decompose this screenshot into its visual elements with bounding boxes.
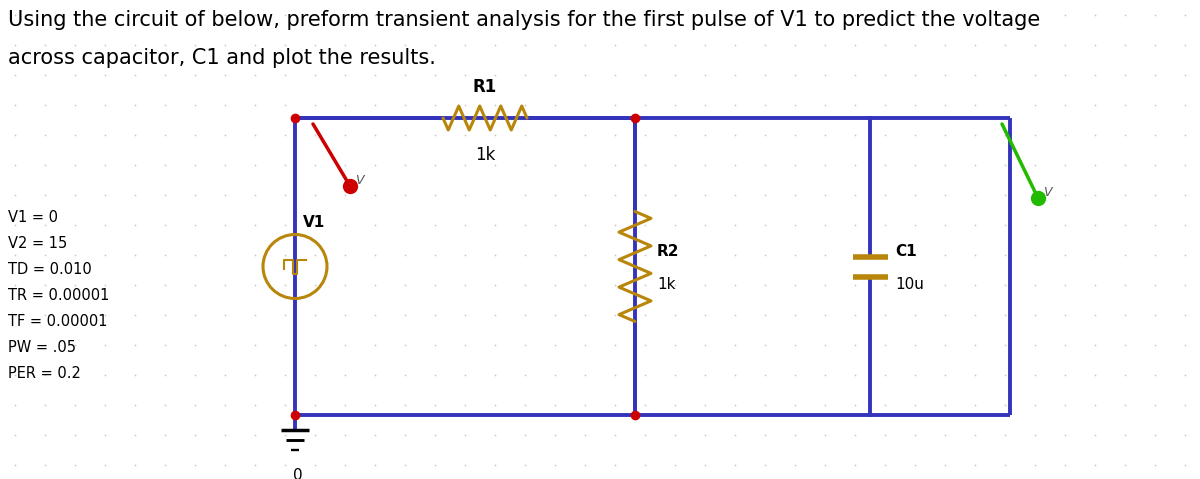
Text: C1: C1 — [895, 244, 917, 259]
Text: V2 = 15: V2 = 15 — [8, 236, 67, 251]
Text: across capacitor, C1 and plot the results.: across capacitor, C1 and plot the result… — [8, 48, 436, 68]
Text: PW = .05: PW = .05 — [8, 340, 76, 355]
Text: R1: R1 — [473, 78, 497, 96]
Text: 10u: 10u — [895, 277, 924, 292]
Text: V: V — [355, 174, 364, 187]
Text: 0: 0 — [293, 468, 302, 479]
Text: TD = 0.010: TD = 0.010 — [8, 262, 91, 277]
Text: V1 = 0: V1 = 0 — [8, 210, 58, 225]
Text: V1: V1 — [302, 215, 325, 229]
Text: TF = 0.00001: TF = 0.00001 — [8, 314, 108, 329]
Text: 1k: 1k — [658, 277, 676, 292]
Text: Using the circuit of below, preform transient analysis for the first pulse of V1: Using the circuit of below, preform tran… — [8, 10, 1040, 30]
Text: PER = 0.2: PER = 0.2 — [8, 366, 80, 381]
Text: TR = 0.00001: TR = 0.00001 — [8, 288, 109, 303]
Text: V: V — [1043, 186, 1051, 199]
Text: 1k: 1k — [475, 146, 496, 164]
Text: R2: R2 — [658, 244, 679, 259]
